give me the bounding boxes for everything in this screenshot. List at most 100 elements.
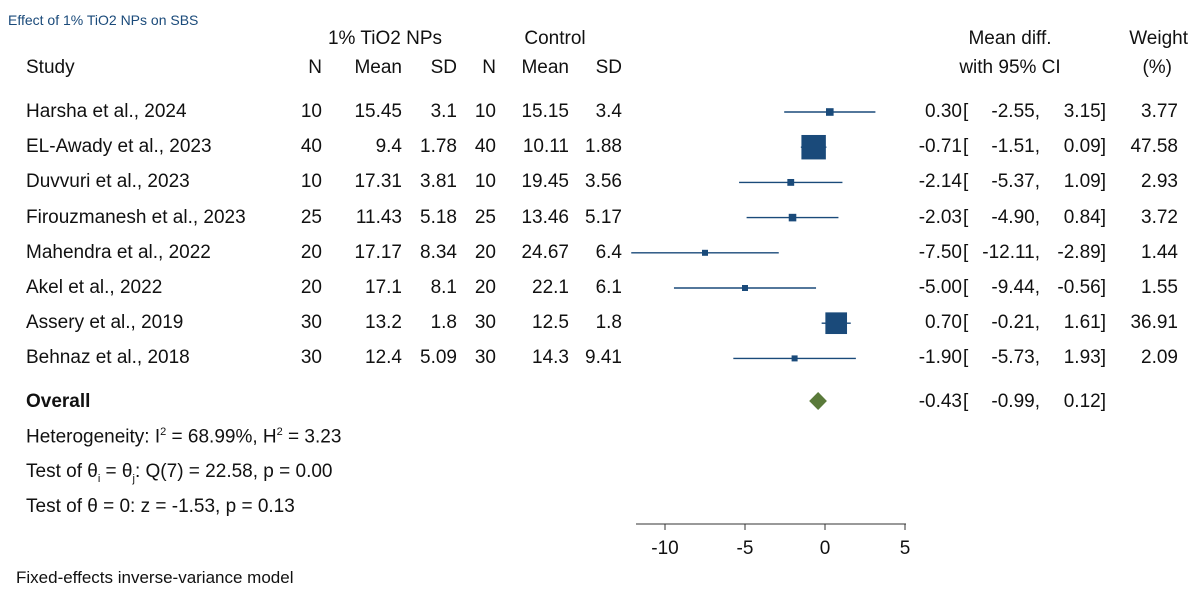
- cell-md: -5.00: [918, 277, 962, 298]
- cell-weight: 3.77: [1141, 101, 1178, 122]
- overall-lo: -0.99,: [991, 391, 1040, 412]
- cell-hi: -0.56]: [1057, 277, 1106, 298]
- cell-mean1: 9.4: [375, 136, 402, 158]
- cell-md: -2.03: [918, 206, 962, 228]
- cell-mean2: 12.5: [532, 312, 569, 334]
- overall-label: Overall: [26, 391, 91, 412]
- cell-mean1: 17.17: [354, 241, 402, 263]
- cell-weight: 36.91: [1130, 312, 1178, 334]
- cell-n2: 30: [474, 312, 496, 334]
- cell-weight: 1.55: [1141, 277, 1178, 298]
- cell-mean1: 17.1: [365, 277, 402, 298]
- effect-header-1: Mean diff.: [968, 28, 1052, 49]
- effect-marker: [742, 285, 748, 291]
- cell-weight: 47.58: [1130, 136, 1178, 158]
- cell-lo: -5.37,: [991, 171, 1040, 193]
- ci-bracket: [: [963, 277, 969, 298]
- cell-hi: 0.09]: [1063, 136, 1106, 158]
- cell-sd1: 1.78: [420, 136, 457, 158]
- cell-lo: -4.90,: [991, 206, 1040, 228]
- cell-n2: 10: [474, 101, 496, 122]
- effect-marker: [791, 355, 798, 362]
- cell-hi: 0.84]: [1063, 206, 1106, 228]
- x-tick-label: 5: [900, 538, 911, 559]
- weight-header-1: Weight: [1129, 28, 1188, 49]
- effect-marker: [825, 312, 848, 335]
- x-tick-label: -5: [737, 538, 754, 559]
- cell-n2: 20: [474, 241, 496, 263]
- effect-marker: [787, 178, 795, 186]
- sd1-header: SD: [430, 57, 457, 78]
- cell-mean2: 24.67: [521, 241, 569, 263]
- cell-study: Firouzmanesh et al., 2023: [26, 206, 246, 228]
- ci-bracket: [: [963, 312, 969, 334]
- cell-study: Akel et al., 2022: [26, 277, 163, 298]
- effect-marker: [825, 108, 834, 116]
- cell-weight: 1.44: [1141, 241, 1178, 263]
- ci-bracket: [: [963, 101, 969, 122]
- cell-lo: -0.21,: [991, 312, 1040, 334]
- cell-mean2: 10.11: [522, 136, 569, 158]
- effect-header-2: with 95% CI: [959, 57, 1061, 78]
- cell-sd2: 5.17: [585, 206, 622, 228]
- study-header: Study: [26, 57, 75, 78]
- cell-n2: 40: [474, 136, 496, 158]
- effect-marker: [801, 134, 826, 160]
- cell-weight: 3.72: [1141, 206, 1178, 228]
- cell-mean1: 17.31: [354, 171, 402, 193]
- cell-sd1: 5.09: [420, 347, 457, 369]
- mean2-header: Mean: [521, 57, 569, 78]
- mean1-header: Mean: [354, 57, 402, 78]
- heterogeneity-text: Heterogeneity: I2 = 68.99%, H2 = 3.23: [26, 426, 342, 448]
- cell-lo: -2.55,: [991, 101, 1040, 122]
- cell-lo: -9.44,: [991, 277, 1040, 298]
- overall-md: -0.43: [918, 391, 962, 412]
- cell-sd1: 8.34: [420, 241, 457, 263]
- cell-md: -2.14: [918, 171, 962, 193]
- cell-hi: 1.61]: [1063, 312, 1106, 334]
- cell-n1: 30: [300, 312, 322, 334]
- cell-sd1: 1.8: [430, 312, 457, 334]
- cell-mean1: 11.43: [355, 206, 402, 228]
- cell-md: -1.90: [918, 347, 962, 369]
- cell-mean2: 15.15: [521, 101, 569, 122]
- cell-n1: 10: [300, 171, 322, 193]
- cell-mean1: 12.4: [365, 347, 402, 369]
- cell-n1: 30: [300, 347, 322, 369]
- ci-bracket: [: [963, 347, 969, 369]
- cell-sd2: 6.4: [595, 241, 622, 263]
- cell-sd2: 1.88: [585, 136, 622, 158]
- ci-bracket: [: [963, 241, 969, 263]
- cell-hi: 3.15]: [1063, 101, 1106, 122]
- x-tick-label: 0: [820, 538, 831, 559]
- n1-header: N: [308, 57, 322, 78]
- cell-sd1: 3.1: [430, 101, 457, 122]
- n2-header: N: [482, 57, 496, 78]
- sd2-header: SD: [595, 57, 622, 78]
- cell-n2: 10: [474, 171, 496, 193]
- cell-n1: 40: [300, 136, 322, 158]
- cell-mean2: 14.3: [532, 347, 569, 369]
- cell-sd1: 8.1: [430, 277, 457, 298]
- group2-header: Control: [524, 28, 586, 49]
- cell-sd2: 9.41: [585, 347, 622, 369]
- cell-mean1: 13.2: [365, 312, 402, 334]
- cell-hi: -2.89]: [1057, 241, 1106, 263]
- ci-bracket: [: [963, 136, 969, 158]
- cell-mean2: 19.45: [521, 171, 569, 193]
- cell-lo: -5.73,: [991, 347, 1040, 369]
- cell-hi: 1.93]: [1063, 347, 1106, 369]
- cell-study: Harsha et al., 2024: [26, 101, 187, 122]
- effect-marker: [702, 249, 708, 256]
- cell-study: Assery et al., 2019: [26, 312, 184, 334]
- cell-sd2: 6.1: [595, 277, 622, 298]
- cell-sd1: 3.81: [420, 171, 457, 193]
- cell-n2: 25: [474, 206, 496, 228]
- cell-n2: 20: [474, 277, 496, 298]
- cell-study: Behnaz et al., 2018: [26, 347, 190, 369]
- cell-sd2: 1.8: [595, 312, 622, 334]
- z-test-text: Test of θ = 0: z = -1.53, p = 0.13: [26, 496, 295, 517]
- cell-n2: 30: [474, 347, 496, 369]
- weight-header-2: (%): [1142, 57, 1172, 78]
